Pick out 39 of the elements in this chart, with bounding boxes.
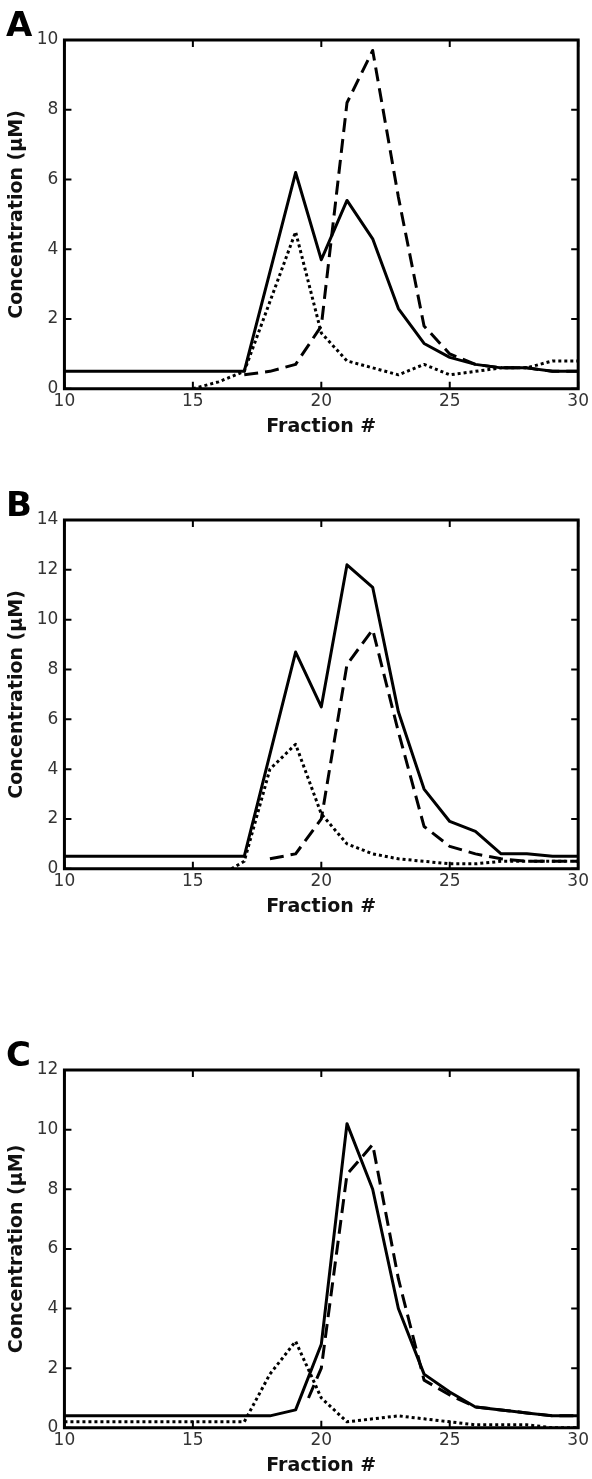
y-tick-label: 10 [36, 28, 59, 49]
x-axis-title: Fraction # [266, 1452, 377, 1475]
y-tick-label: 14 [36, 508, 59, 529]
x-tick-label: 30 [567, 390, 589, 411]
x-tick-label: 30 [567, 1429, 589, 1450]
y-tick-label: 8 [47, 657, 59, 678]
chart-title: B [6, 483, 32, 524]
x-tick-label: 15 [182, 1429, 204, 1450]
y-tick-label: 8 [47, 1177, 59, 1198]
x-tick-label: 25 [438, 390, 461, 411]
y-tick-label: 4 [47, 237, 59, 258]
y-tick-label: 12 [36, 558, 59, 579]
x-axis-title: Fraction # [266, 893, 377, 916]
x-tick-label: 25 [438, 1429, 461, 1450]
y-tick-label: 6 [47, 1237, 59, 1258]
y-axis-title: Concentration (µM) [4, 1144, 27, 1354]
y-tick-label: 2 [47, 807, 59, 828]
y-tick-label: 2 [47, 1356, 59, 1377]
y-tick-label: 12 [36, 1058, 59, 1079]
chart-title: A [6, 3, 33, 44]
y-axis-title: Concentration (µM) [4, 110, 27, 319]
y-tick-label: 10 [36, 608, 59, 629]
x-tick-label: 20 [310, 1429, 333, 1450]
y-tick-label: 2 [47, 307, 59, 328]
y-tick-label: 4 [47, 1296, 59, 1317]
y-tick-label: 10 [36, 1118, 59, 1139]
y-tick-label: 6 [47, 167, 59, 188]
x-tick-label: 30 [567, 870, 589, 891]
y-tick-label: 4 [47, 757, 59, 778]
x-axis-title: Fraction # [266, 413, 377, 436]
chart-title: C [6, 1033, 31, 1074]
y-tick-label: 8 [47, 98, 59, 119]
y-tick-label: 6 [47, 707, 59, 728]
x-tick-label: 20 [310, 390, 333, 411]
x-tick-label: 20 [310, 870, 333, 891]
x-tick-label: 15 [182, 390, 204, 411]
x-tick-label: 15 [182, 870, 204, 891]
x-tick-label: 25 [438, 870, 461, 891]
y-axis-title: Concentration (µM) [4, 590, 27, 799]
